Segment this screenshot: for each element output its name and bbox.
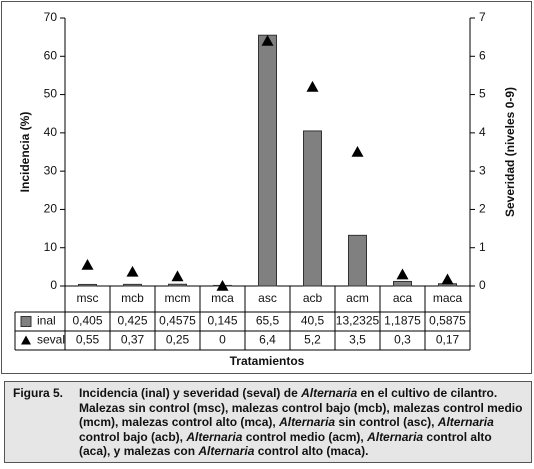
y-tick-label: 40	[44, 125, 58, 139]
y2-tick-label: 3	[479, 163, 486, 177]
table-value: 6,4	[259, 333, 276, 347]
table-value: 0,5875	[429, 314, 466, 328]
marker	[396, 268, 409, 280]
table-value: 0,55	[76, 333, 100, 347]
caption-run: Alternaria	[367, 429, 424, 444]
x-tick-label: asc	[258, 291, 277, 305]
y-tick-label: 10	[44, 240, 58, 254]
marker	[351, 146, 364, 157]
x-tick-label: mca	[211, 291, 234, 305]
x-tick-label: mcb	[121, 291, 144, 305]
caption-label: Figura 5.	[13, 386, 64, 400]
table-value: 0	[219, 333, 226, 347]
caption-run: Alternaria	[279, 415, 336, 429]
table-value: 65,5	[256, 314, 280, 328]
table-value: 0,3	[394, 333, 411, 347]
caption-run: control bajo (acb),	[79, 429, 187, 444]
bar	[393, 280, 412, 287]
caption-run: Alternaria	[437, 415, 494, 429]
bar	[168, 283, 187, 287]
caption-run: sin control (asc),	[335, 415, 438, 429]
y2-tick-label: 2	[479, 202, 486, 216]
x-tick-label: msc	[77, 291, 99, 305]
marker	[306, 80, 319, 92]
legend-swatch	[20, 316, 32, 327]
caption-run: Alternaria	[186, 429, 243, 444]
x-tick-label: maca	[433, 291, 463, 305]
y2-axis-title: Severidad (niveles 0-9)	[503, 87, 517, 217]
y-tick-label: 30	[44, 163, 58, 177]
x-tick-label: mcm	[165, 291, 191, 305]
bar	[348, 234, 367, 287]
caption-text: Incidencia (inal) y severidad (seval) de…	[79, 386, 523, 458]
caption-run: Alternaria	[198, 444, 255, 458]
marker	[126, 265, 139, 277]
table-value: 0,37	[121, 333, 145, 347]
legend-label: seval	[37, 333, 65, 347]
marker	[261, 34, 274, 46]
marker	[81, 258, 94, 270]
y-axis-title: Incidencia (%)	[18, 112, 32, 193]
y2-tick-label: 0	[479, 278, 486, 292]
x-tick-label: acm	[346, 291, 369, 305]
table-value: 5,2	[304, 333, 321, 347]
caption-run: control medio (acm),	[242, 429, 368, 444]
table-value: 0,17	[436, 333, 460, 347]
caption: Figura 5. Incidencia (inal) y severidad …	[4, 381, 532, 463]
bar	[303, 130, 322, 287]
x-tick-label: aca	[393, 291, 413, 305]
caption-run: en el cultivo de cilantro. Malezas sin c…	[79, 386, 523, 429]
y-tick-label: 0	[50, 278, 57, 292]
marker	[216, 280, 229, 291]
table-value: 0,4575	[159, 314, 196, 328]
bar	[123, 283, 142, 287]
table-value: 40,5	[301, 314, 325, 328]
chart: Incidencia (%) Severidad (niveles 0-9) T…	[1, 1, 532, 374]
marker	[441, 273, 454, 285]
legend-label: inal	[37, 314, 56, 328]
legend-swatch	[21, 335, 31, 345]
table-value: 1,1875	[384, 314, 421, 328]
x-axis-title: Tratamientos	[230, 354, 305, 368]
y2-tick-label: 1	[479, 240, 486, 254]
y-tick-label: 50	[44, 87, 58, 101]
bar	[78, 283, 97, 287]
caption-run: Incidencia (inal) y severidad (seval) de	[79, 386, 302, 400]
marker	[171, 270, 184, 282]
y2-tick-label: 6	[479, 48, 486, 62]
frame	[1, 1, 532, 374]
bar	[258, 34, 277, 287]
table-value: 3,5	[349, 333, 366, 347]
y2-tick-label: 5	[479, 87, 486, 101]
table-value: 13,2325	[336, 314, 380, 328]
y-tick-label: 60	[44, 48, 58, 62]
table-value: 0,425	[117, 314, 147, 328]
table-value: 0,25	[166, 333, 190, 347]
y-tick-label: 70	[44, 10, 58, 24]
y2-tick-label: 7	[479, 10, 486, 24]
caption-run: control alto (maca).	[254, 444, 369, 458]
caption-run: Alternaria	[301, 386, 358, 400]
table-value: 0,405	[72, 314, 102, 328]
y2-tick-label: 4	[479, 125, 486, 139]
y-tick-label: 20	[44, 202, 58, 216]
caption-run: control alto (aca), y malezas con	[79, 429, 492, 459]
table-value: 0,145	[207, 314, 237, 328]
x-tick-label: acb	[303, 291, 323, 305]
